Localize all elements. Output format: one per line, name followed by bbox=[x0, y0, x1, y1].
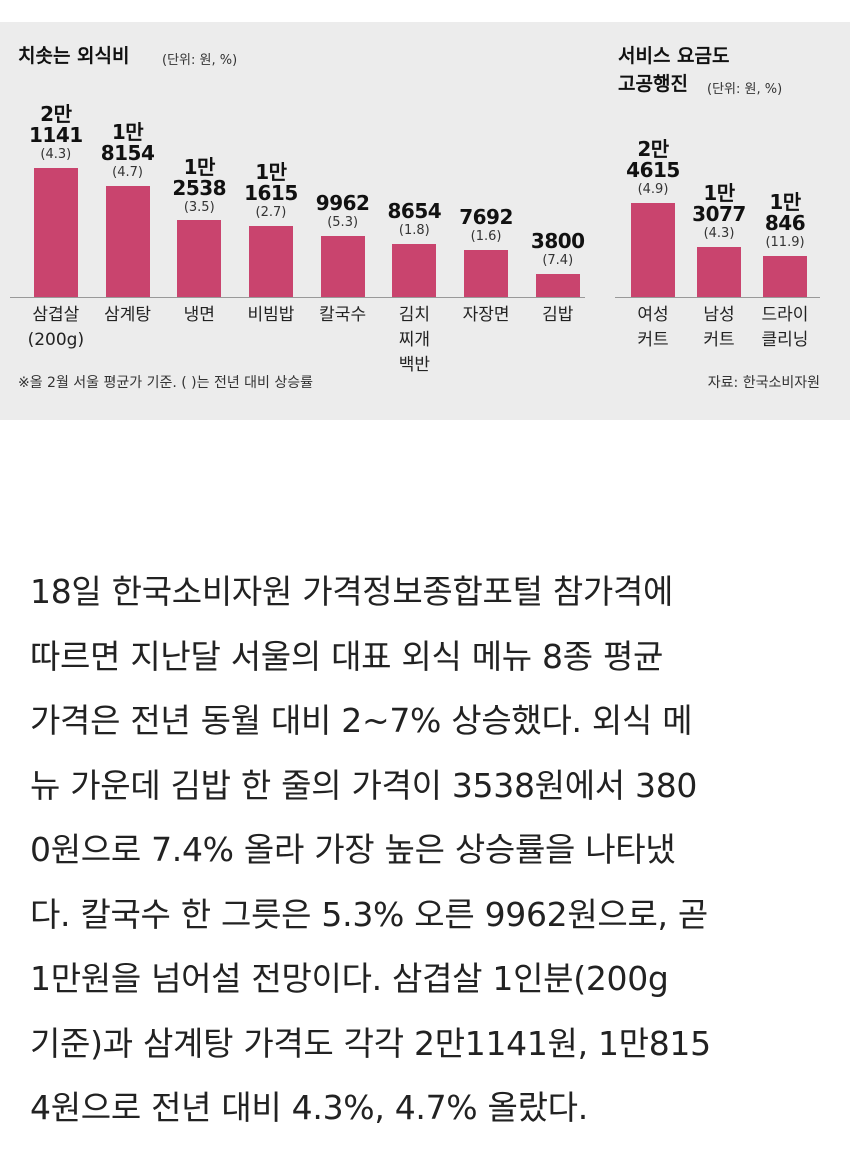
bar bbox=[320, 236, 365, 297]
value-label: 1만 3077 bbox=[692, 181, 746, 227]
category-label: 김밥 bbox=[542, 305, 574, 325]
bar-label: 1만 846 (11.9) bbox=[745, 189, 825, 252]
change-label: (4.3) bbox=[703, 226, 735, 242]
unit: (단위: 원, %) bbox=[162, 53, 238, 68]
article-line: 0원으로 7.4% 올라 가장 높은 상승률을 나타냈 bbox=[30, 830, 676, 869]
category-label: 김치 찌개 백반 bbox=[398, 305, 430, 375]
category-label: 비빔밥 bbox=[247, 305, 295, 325]
unit: (단위: 원, %) bbox=[707, 82, 783, 97]
bar-label: 2만 1141 (4.3) bbox=[16, 104, 96, 164]
category-label: 여성 커트 bbox=[637, 305, 669, 350]
value-label: 1만 2538 bbox=[172, 154, 227, 200]
article-line: 뉴 가운데 김밥 한 줄의 가격이 3538원에서 380 bbox=[30, 765, 698, 805]
value-label: 7692 bbox=[459, 205, 513, 230]
value-label: 9962 bbox=[315, 191, 370, 216]
bar bbox=[631, 203, 675, 297]
value-label: 8654 bbox=[387, 199, 442, 224]
bar-label: 2만 4615 (4.9) bbox=[613, 139, 693, 199]
value-label: 1만 846 bbox=[764, 189, 806, 235]
change-label: (4.3) bbox=[40, 147, 72, 162]
value-label: 1만 1615 bbox=[244, 160, 298, 206]
change-label: (4.7) bbox=[112, 165, 143, 181]
category-label: 칼국수 bbox=[319, 305, 367, 325]
article-line: 기준)과 삼계탕 가격도 각각 2만1141원, 1만815 bbox=[30, 1023, 711, 1063]
change-label: (1.8) bbox=[398, 223, 430, 239]
article-line: 다. 칼국수 한 그릇은 5.3% 오른 9962원으로, 곧 bbox=[30, 894, 708, 934]
value-label: 3800 bbox=[530, 228, 585, 253]
value-label: 2만 1141 bbox=[29, 102, 83, 147]
infographic: 치솟는 외식비 (단위: 원, %) 서비스 요금도 고공행진 (단위: 원, … bbox=[0, 22, 850, 420]
bar-label: 3800 (7.4) bbox=[518, 228, 598, 270]
bar bbox=[697, 247, 741, 297]
bar bbox=[105, 186, 150, 297]
bar bbox=[248, 226, 293, 297]
bar-label: 8654 (1.8) bbox=[374, 201, 454, 240]
change-label: (1.6) bbox=[470, 229, 502, 245]
change-label: (7.4) bbox=[542, 252, 574, 268]
baseline bbox=[615, 297, 820, 298]
change-label: (2.7) bbox=[255, 205, 287, 221]
chart-title: 서비스 요금도 고공행진 bbox=[618, 45, 730, 95]
change-label: (11.9) bbox=[765, 234, 805, 250]
baseline bbox=[10, 297, 585, 298]
article-line: 따르면 지난달 서울의 대표 외식 메뉴 8종 평균 bbox=[30, 636, 664, 676]
category-label: 남성 커트 bbox=[703, 305, 735, 350]
bar bbox=[33, 168, 78, 297]
bar bbox=[763, 255, 807, 297]
category-label: 드라이 클리닝 bbox=[761, 305, 809, 350]
bar-label: 1만 8154 (4.7) bbox=[88, 122, 168, 182]
bar bbox=[392, 244, 437, 297]
category-label: 냉면 bbox=[183, 305, 215, 325]
note: ※올 2월 서울 평균가 기준. ( )는 전년 대비 상승률 bbox=[18, 375, 314, 391]
bar-label: 1만 2538 (3.5) bbox=[159, 154, 239, 217]
bar bbox=[177, 220, 222, 297]
bar bbox=[464, 250, 509, 297]
change-label: (4.9) bbox=[637, 182, 669, 197]
article-line: 4원으로 전년 대비 4.3%, 4.7% 올랐다. bbox=[30, 1088, 588, 1127]
chart-title: 치솟는 외식비 bbox=[18, 45, 130, 67]
change-label: (3.5) bbox=[183, 199, 215, 215]
article-line: 가격은 전년 동월 대비 2~7% 상승했다. 외식 메 bbox=[30, 701, 693, 740]
category-label: 삼계탕 bbox=[104, 305, 151, 325]
source: 자료: 한국소비자원 bbox=[707, 375, 820, 391]
category-label: 자장면 bbox=[462, 305, 510, 325]
category-label: 삼겹살 (200g) bbox=[27, 305, 85, 350]
value-label: 2만 4615 bbox=[626, 137, 680, 182]
bar-label: 1만 1615 (2.7) bbox=[231, 162, 311, 222]
article-line: 1만원을 넘어설 전망이다. 삼겹살 1인분(200g bbox=[30, 959, 669, 998]
bar bbox=[535, 273, 580, 297]
change-label: (5.3) bbox=[327, 215, 359, 231]
value-label: 1만 8154 bbox=[100, 120, 155, 166]
article-line: 18일 한국소비자원 가격정보종합포털 참가격에 bbox=[30, 572, 674, 611]
bar-label: 7692 (1.6) bbox=[446, 207, 526, 246]
bar-label: 1만 3077 (4.3) bbox=[679, 183, 759, 243]
bar-label: 9962 (5.3) bbox=[303, 193, 383, 232]
